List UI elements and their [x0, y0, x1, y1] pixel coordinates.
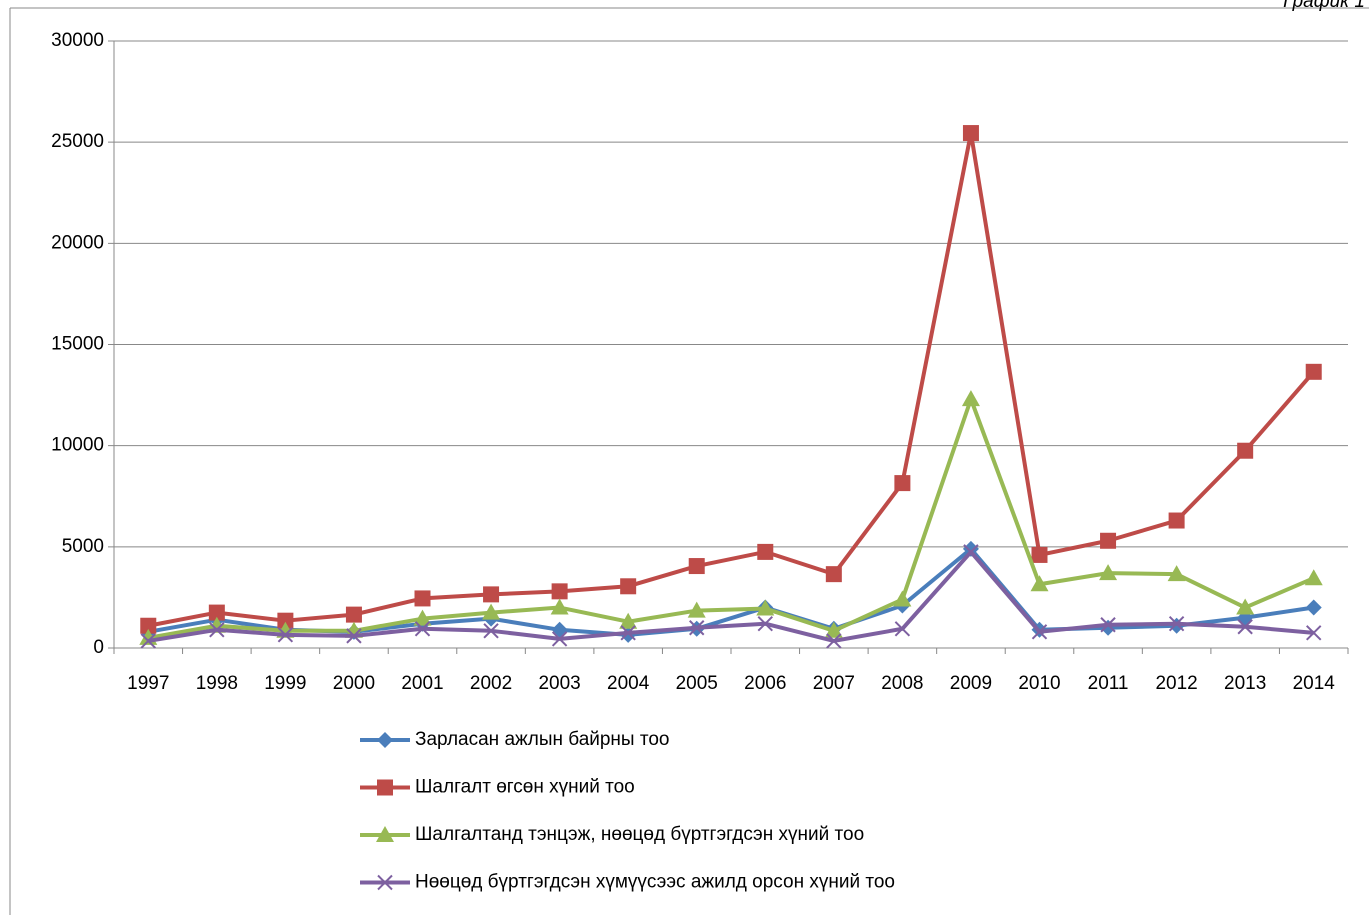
y-tick-label: 30000 [51, 30, 104, 51]
legend-label: Зарласан ажлын байрны тоо [415, 729, 670, 750]
marker [688, 558, 705, 575]
marker [377, 732, 393, 748]
marker [1237, 619, 1253, 635]
x-tick-label: 2011 [1088, 673, 1129, 694]
marker [1168, 512, 1185, 529]
x-tick-label: 2003 [538, 673, 580, 694]
marker [277, 627, 294, 643]
series-line [147, 549, 1314, 643]
y-tick-label: 25000 [51, 131, 104, 152]
marker [1237, 442, 1254, 459]
x-tick-label: 2002 [470, 673, 512, 694]
marker [619, 612, 638, 629]
marker [551, 631, 568, 647]
marker [377, 874, 393, 891]
x-tick-label: 2001 [401, 673, 443, 694]
marker [1167, 565, 1186, 582]
marker [1305, 363, 1322, 380]
marker [1100, 619, 1117, 636]
marker [1100, 532, 1117, 549]
marker [689, 620, 705, 636]
marker [1099, 564, 1118, 581]
marker [550, 598, 569, 615]
annotation: График 1 [1283, 0, 1365, 12]
x-tick-label: 1998 [196, 673, 238, 694]
x-tick-label: 2006 [744, 673, 786, 694]
series-line [147, 397, 1315, 640]
series-line [147, 546, 1315, 637]
marker [825, 566, 842, 583]
marker [962, 540, 979, 557]
marker [757, 616, 773, 632]
marker [894, 475, 911, 492]
x-tick-label: 2010 [1018, 673, 1060, 694]
marker [1168, 617, 1185, 634]
marker [483, 623, 499, 639]
marker [962, 125, 979, 142]
marker [620, 625, 636, 641]
x-tick-label: 2014 [1293, 673, 1336, 694]
legend-label: Шалгалт өгсөн хүний тоо [415, 777, 635, 798]
y-tick-label: 5000 [62, 536, 104, 557]
x-tick-label: 2009 [950, 673, 992, 694]
marker [1168, 616, 1185, 632]
marker [757, 543, 774, 560]
x-tick-label: 2000 [333, 673, 375, 694]
x-tick-label: 2007 [813, 673, 855, 694]
marker [756, 599, 775, 616]
marker [140, 633, 156, 649]
marker [346, 628, 362, 644]
marker [893, 590, 912, 607]
marker [414, 590, 431, 607]
marker [551, 583, 568, 600]
marker [483, 586, 500, 603]
marker [1100, 617, 1116, 633]
marker [1305, 599, 1322, 616]
marker [208, 604, 225, 621]
legend-label: Шалгалтанд тэнцэж, нөөцөд бүртгэгдсэн хү… [415, 824, 864, 845]
marker [482, 603, 501, 620]
y-tick-label: 10000 [51, 435, 104, 456]
marker [413, 609, 432, 626]
y-tick-label: 0 [93, 637, 104, 658]
series-line [147, 131, 1316, 628]
x-tick-label: 2013 [1224, 673, 1266, 694]
marker [1031, 624, 1048, 640]
marker [1306, 625, 1322, 641]
marker [376, 826, 394, 842]
x-tick-label: 1997 [127, 673, 169, 694]
marker [277, 612, 294, 629]
marker [209, 622, 225, 638]
marker [894, 621, 911, 637]
marker [1031, 546, 1048, 563]
marker [551, 621, 568, 638]
marker [377, 779, 393, 796]
marker [826, 633, 842, 649]
marker [1030, 575, 1049, 592]
y-tick-label: 20000 [51, 232, 104, 253]
marker [687, 601, 706, 618]
marker [140, 617, 157, 634]
marker [345, 606, 362, 623]
x-tick-label: 1999 [264, 673, 306, 694]
y-tick-label: 15000 [51, 334, 104, 355]
marker [620, 578, 637, 595]
x-tick-label: 2008 [881, 673, 923, 694]
x-tick-label: 2004 [607, 673, 650, 694]
marker [414, 621, 431, 637]
marker [824, 621, 843, 638]
marker [1236, 598, 1255, 615]
x-tick-label: 2005 [676, 673, 718, 694]
marker [961, 390, 980, 407]
marker [963, 544, 979, 560]
marker [1304, 569, 1323, 586]
x-tick-label: 2012 [1155, 673, 1197, 694]
legend-label: Нөөцөд бүртгэгдсэн хүмүүсээс ажилд орсон… [415, 872, 895, 893]
